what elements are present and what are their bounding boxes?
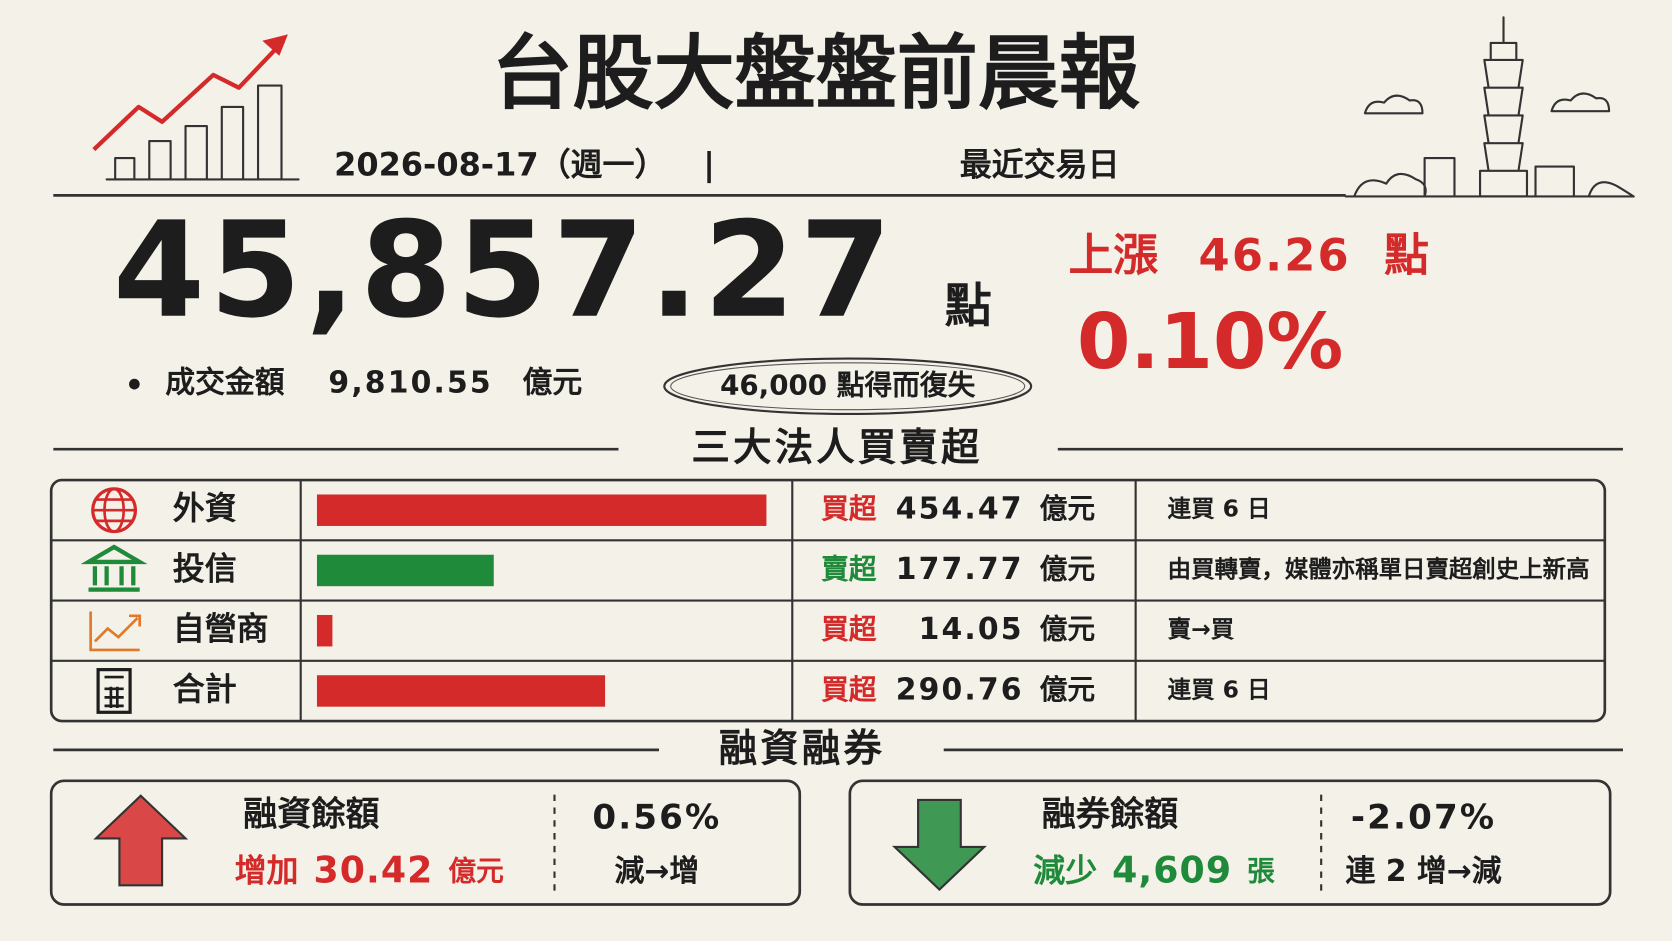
separator: | <box>703 146 715 185</box>
row-amount: 290.76 <box>896 672 1024 707</box>
index-value: 45,857.27 <box>113 194 896 348</box>
bank-icon <box>80 544 148 592</box>
change-label: 上漲 <box>1068 228 1158 281</box>
date-note: 最近交易日 <box>960 146 1120 184</box>
row-unit: 億元 <box>1040 492 1096 525</box>
section-title: 三大法人買賣超 <box>692 426 983 471</box>
row-note: 連買 6 日 <box>1168 495 1271 523</box>
badge-outline <box>670 362 1026 411</box>
badge-outline <box>663 357 1033 416</box>
change-amount: 30.42 <box>313 849 433 892</box>
change: 46.26 <box>1199 228 1351 281</box>
panel-change: 減少 4,609 張 <box>1033 849 1275 892</box>
panel-frame <box>49 779 802 906</box>
table-rows: 外資 買超 454.47 億元 連買 6 日投信 賣超 177.77 億元 由買轉賣，媒體亦稱單… <box>51 480 1605 722</box>
row-amount: 454.47 <box>896 492 1024 527</box>
change-label: 增加 <box>235 852 299 890</box>
turnover-label: 成交金額 <box>165 366 285 401</box>
turnover: 9,810.55 <box>328 366 492 401</box>
index-unit: 點 <box>945 279 992 334</box>
row-amount: 14.05 <box>919 612 1024 647</box>
bullet <box>129 378 140 390</box>
change-unit: 張 <box>1247 855 1275 888</box>
panel-label: 融資餘額 <box>243 794 379 834</box>
title: 台股大盤盤前晨報 <box>492 28 1140 122</box>
row-amount: 177.77 <box>896 552 1024 587</box>
row-name: 自營商 <box>173 610 269 648</box>
badge: 46,000 點得而復失 <box>720 368 975 401</box>
row-unit: 億元 <box>1040 552 1096 585</box>
panel-percent: 0.56% <box>592 798 721 838</box>
bar <box>316 494 767 526</box>
row-action: 買超 <box>821 673 877 706</box>
row-unit: 億元 <box>1040 613 1096 646</box>
up-arrow <box>93 794 189 887</box>
row-name: 合計 <box>173 670 237 708</box>
bar <box>316 554 494 587</box>
row-name: 外資 <box>173 489 237 527</box>
growth-sketch <box>92 34 300 181</box>
bar <box>316 675 606 707</box>
panel-trend: 減→增 <box>615 854 700 889</box>
section-title: 融資融券 <box>719 726 885 771</box>
panel-label: 融券餘額 <box>1042 794 1178 834</box>
calculator-icon <box>96 668 132 714</box>
row-note: 由買轉賣，媒體亦稱單日賣超創史上新高 <box>1168 555 1590 583</box>
change-amount: 4,609 <box>1112 849 1232 892</box>
percent: 0.10% <box>1077 298 1343 387</box>
change-unit: 億元 <box>448 855 504 888</box>
panel-trend: 連 2 增→減 <box>1345 854 1501 889</box>
panel-change: 增加 30.42 億元 <box>235 849 505 892</box>
row-note: 連買 6 日 <box>1168 675 1271 703</box>
panel-percent: -2.07% <box>1351 798 1496 838</box>
row-action: 買超 <box>821 613 877 646</box>
change-label: 減少 <box>1033 852 1097 890</box>
row-action: 買超 <box>821 492 877 525</box>
row-name: 投信 <box>173 549 237 587</box>
date: 2026-08-17（週一） <box>334 146 666 184</box>
change-unit: 點 <box>1384 228 1429 281</box>
skyline-sketch <box>1344 16 1635 198</box>
row-note: 賣→買 <box>1168 615 1235 643</box>
down-arrow <box>891 798 987 892</box>
calculator-icon <box>104 675 124 709</box>
globe-icon <box>92 498 136 523</box>
panel-frame <box>848 779 1612 906</box>
bar <box>316 614 333 647</box>
row-action: 賣超 <box>821 552 877 585</box>
chart-icon <box>89 611 142 652</box>
turnover-unit: 億元 <box>523 366 583 401</box>
row-unit: 億元 <box>1040 673 1096 706</box>
